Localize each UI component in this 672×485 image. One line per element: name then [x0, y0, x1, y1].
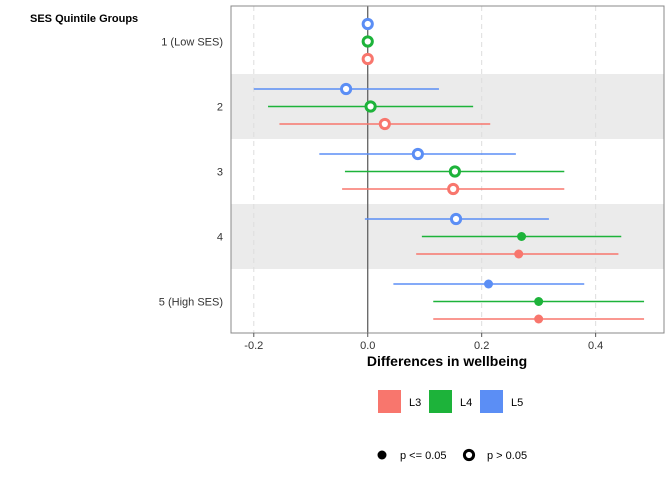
legend-shape-label: p <= 0.05 — [400, 450, 447, 462]
color-legend: L3 L4 L5 — [378, 390, 523, 413]
point-l5 — [484, 279, 494, 289]
y-tick-label: 2 — [217, 102, 223, 114]
legend-shape-open — [462, 448, 476, 462]
point-l4 — [361, 35, 374, 48]
x-tick-label: 0.2 — [474, 340, 489, 352]
x-ticks: -0.2 0.0 0.2 0.4 — [244, 333, 603, 352]
legend-key-l4 — [429, 390, 452, 413]
y-axis-title: SES Quintile Groups — [30, 13, 138, 25]
point-l5 — [361, 17, 374, 31]
x-axis-title: Differences in wellbeing — [367, 353, 527, 369]
legend-shape-filled — [377, 450, 387, 460]
category-band — [231, 9, 664, 74]
point-l5 — [339, 82, 353, 96]
x-tick-label: 0.4 — [588, 340, 603, 352]
point-l4 — [534, 297, 544, 306]
legend-label-l4: L4 — [460, 397, 472, 409]
y-tick-label: 5 (High SES) — [159, 297, 223, 309]
series-marks — [253, 17, 645, 324]
point-l5 — [411, 147, 424, 161]
x-tick-label: -0.2 — [244, 340, 263, 352]
point-l3 — [361, 52, 374, 66]
vertical-gridlines — [253, 6, 597, 333]
panel-border — [230, 5, 665, 334]
y-tick-label: 4 — [217, 232, 223, 244]
point-l4 — [517, 232, 527, 241]
legend-shape-label: p > 0.05 — [487, 450, 527, 462]
legend-key-l3 — [378, 390, 401, 413]
legend-label-l5: L5 — [511, 397, 523, 409]
point-l5 — [449, 212, 463, 226]
point-l3 — [378, 117, 391, 131]
legend-key-l5 — [480, 390, 503, 413]
y-tick-labels: 1 (Low SES) 2 3 4 5 (High SES) — [159, 37, 223, 309]
shape-legend: p <= 0.05 p > 0.05 — [377, 448, 527, 462]
y-tick-label: 3 — [217, 167, 223, 179]
point-l3 — [514, 249, 524, 259]
x-tick-label: 0.0 — [360, 340, 375, 352]
point-l3 — [447, 182, 460, 196]
y-tick-label: 1 (Low SES) — [161, 37, 223, 49]
legend-label-l3: L3 — [409, 397, 421, 409]
point-l4 — [364, 100, 377, 113]
point-l3 — [534, 314, 544, 324]
point-l4 — [448, 165, 462, 178]
